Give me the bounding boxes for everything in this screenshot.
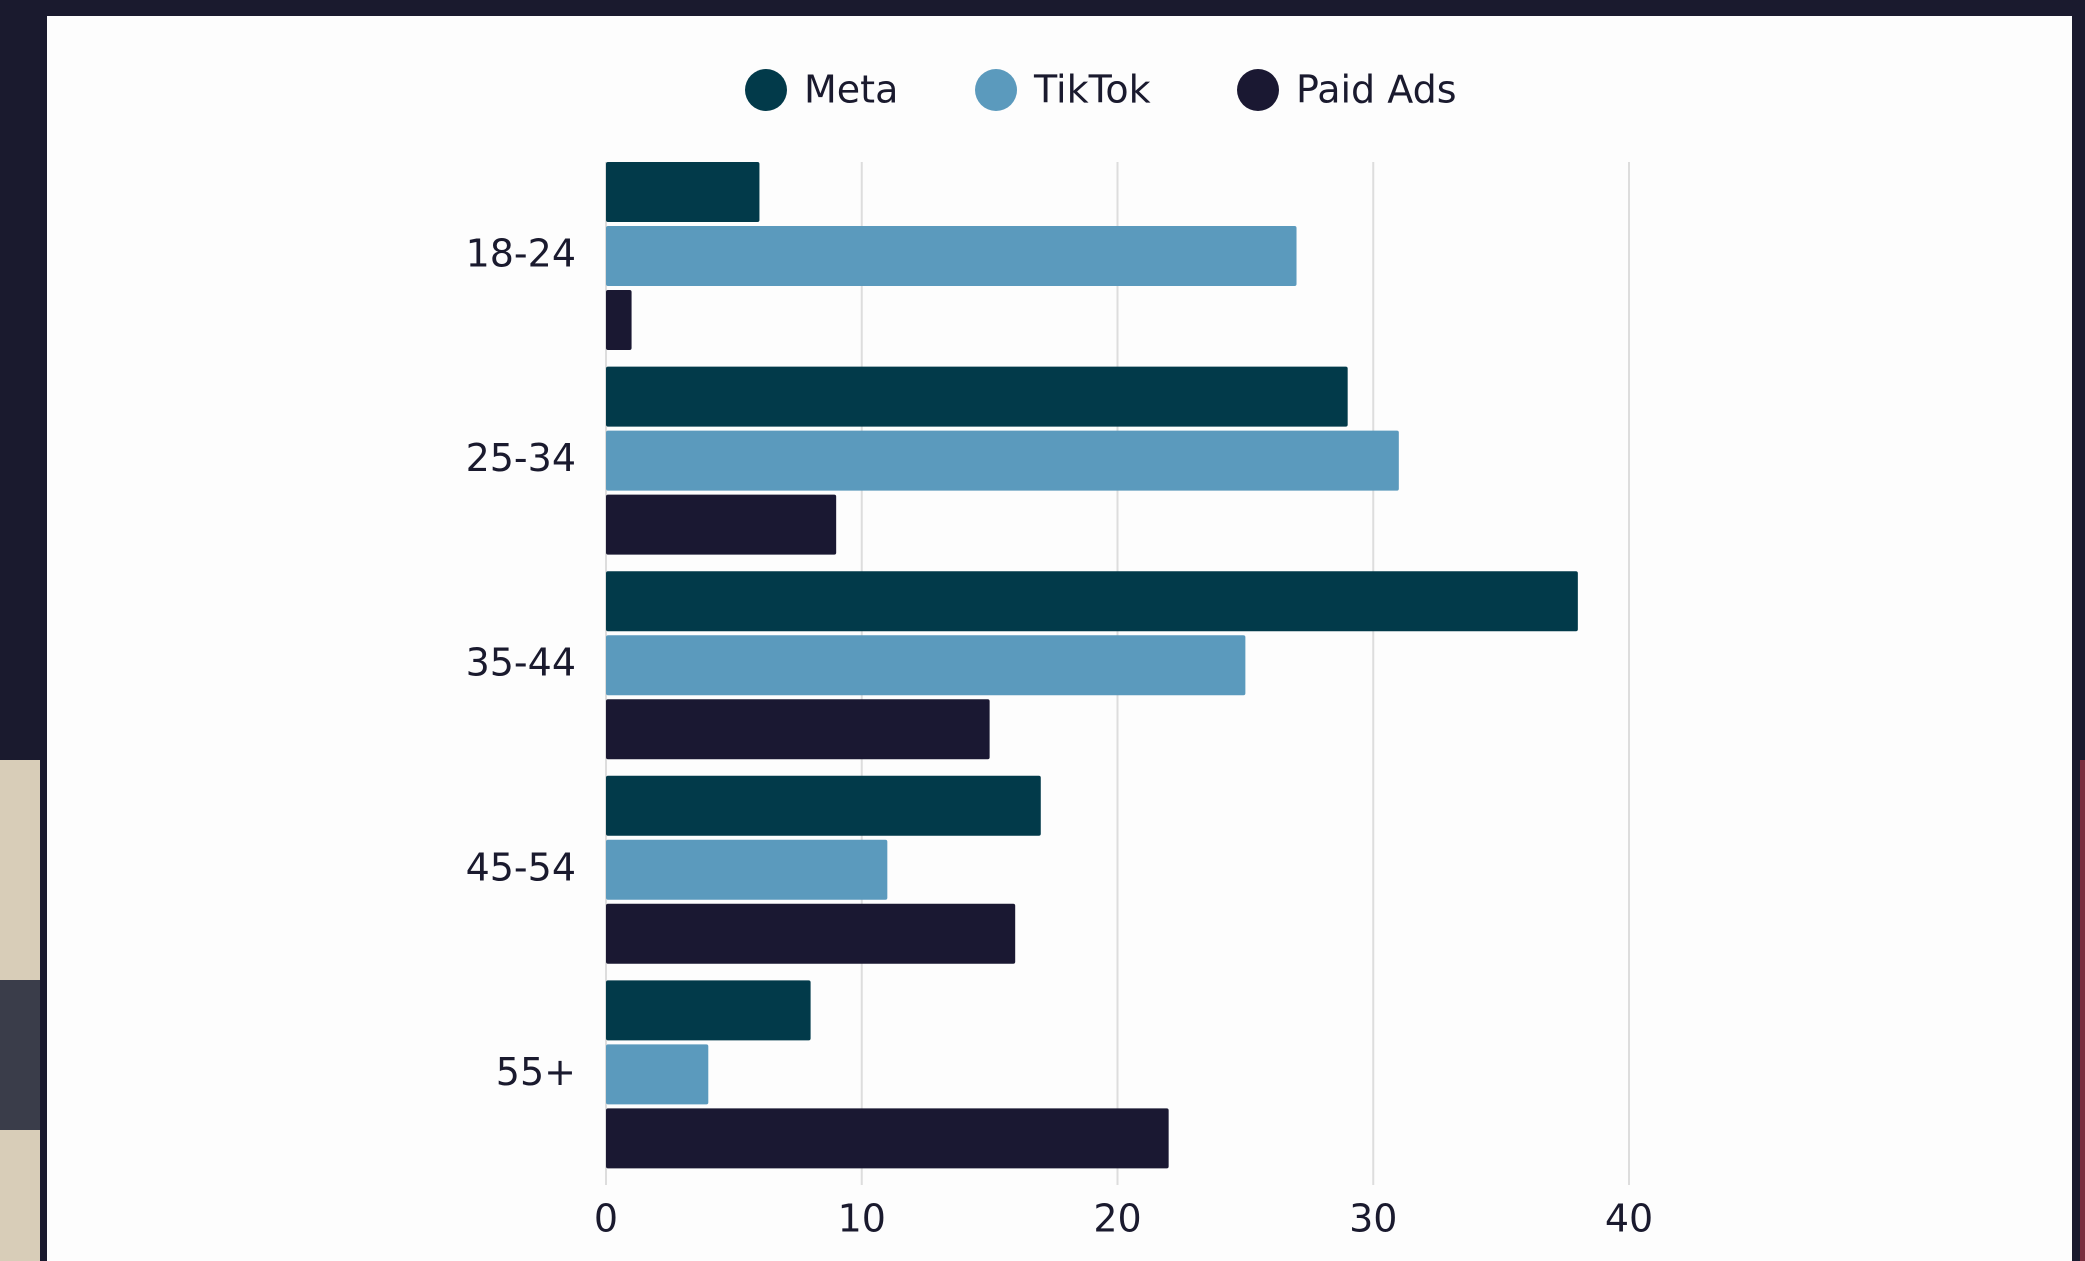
x-tick-label: 20 <box>1093 1197 1141 1241</box>
legend-swatch <box>1237 69 1279 111</box>
bar <box>606 980 811 1041</box>
legend-swatch <box>745 69 787 111</box>
legend-label: Paid Ads <box>1296 68 1457 112</box>
bar <box>606 839 888 900</box>
y-tick-label: 45-54 <box>466 845 576 889</box>
y-tick-label: 35-44 <box>466 641 576 685</box>
y-tick-label: 18-24 <box>466 232 576 276</box>
x-tick-label: 10 <box>838 1197 886 1241</box>
y-tick-label: 25-34 <box>466 436 576 480</box>
bar <box>606 635 1246 696</box>
x-tick-label: 0 <box>594 1197 618 1241</box>
x-tick-label: 30 <box>1349 1197 1397 1241</box>
legend-swatch <box>975 69 1017 111</box>
x-tick-label: 40 <box>1605 1197 1653 1241</box>
bar <box>606 226 1297 286</box>
bar <box>606 430 1399 491</box>
legend-label: TikTok <box>1033 68 1151 112</box>
bar <box>606 290 632 350</box>
bar <box>606 1044 709 1105</box>
bar <box>606 903 1016 964</box>
bar <box>606 699 990 760</box>
bar <box>606 775 1041 836</box>
bar <box>606 494 837 555</box>
side-photo-detail <box>0 980 40 1130</box>
side-photo-right <box>2080 760 2085 1261</box>
bar <box>606 366 1348 427</box>
bar <box>606 1108 1169 1169</box>
y-tick-label: 55+ <box>496 1050 576 1094</box>
bar <box>606 571 1578 632</box>
legend-label: Meta <box>804 68 898 112</box>
bar <box>606 162 760 222</box>
